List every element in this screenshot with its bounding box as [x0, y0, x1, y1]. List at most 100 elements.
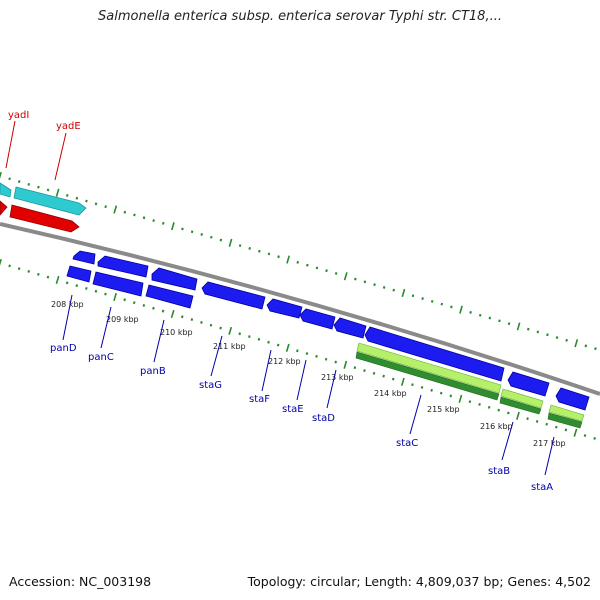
inner-tick-mark [593, 437, 596, 440]
outer-tick-mark [219, 238, 223, 242]
rna-feature-staB-light[interactable] [500, 388, 544, 409]
inner-tick-mark [564, 428, 568, 432]
outer-tick-track [0, 171, 597, 351]
gene-arrow-panD[interactable] [66, 265, 92, 283]
inner-tick-mark [507, 411, 510, 415]
gene-arrow-staE[interactable] [299, 308, 336, 330]
gene-label-panD[interactable]: panD [50, 343, 77, 354]
kbp-tick-label-209: 209 kbp [106, 315, 139, 324]
outer-tick-mark [440, 302, 444, 306]
gene-arrow-panC[interactable] [92, 271, 144, 297]
inner-tick-mark [152, 306, 155, 310]
inner-tick-mark [343, 360, 348, 369]
outer-tick-mark [258, 249, 261, 253]
outer-tick-mark [401, 288, 406, 298]
outer-tick-mark [574, 339, 579, 348]
inner-tick-mark [142, 304, 146, 307]
leader-line-panD [62, 294, 73, 341]
inner-tick-mark [285, 343, 290, 352]
outer-tick-mark [161, 221, 165, 225]
kbp-tick-label-210: 210 kbp [160, 328, 193, 337]
gene-label-yadI[interactable]: yadI [8, 110, 29, 121]
rna-feature-staC-dark[interactable] [355, 351, 500, 401]
inner-tick-mark [372, 371, 376, 375]
outer-tick-mark [450, 305, 453, 309]
gene-label-panB[interactable]: panB [140, 366, 166, 377]
map-title: Salmonella enterica subsp. enterica sero… [98, 9, 502, 24]
inner-tick-mark [439, 391, 443, 395]
rna-feature-staC-light[interactable] [356, 342, 502, 394]
inner-tick-mark [85, 287, 88, 290]
gene-label-panC[interactable]: panC [88, 352, 114, 363]
rna-feature-staB-dark[interactable] [499, 396, 542, 415]
inner-tick-mark [180, 315, 184, 319]
gene-label-staC[interactable]: staC [396, 438, 418, 449]
inner-tick-mark [516, 411, 520, 420]
outer-tick-mark [411, 294, 415, 298]
rna-feature-staA-light[interactable] [548, 404, 585, 422]
outer-tick-mark [171, 222, 175, 231]
leader-line-staC [409, 394, 422, 435]
inner-tick-mark [161, 309, 165, 313]
outer-tick-mark [526, 327, 530, 331]
gene-label-staD[interactable]: staD [312, 413, 335, 424]
kbp-tick-label-217: 217 kbp [533, 439, 566, 448]
gene-label-staF[interactable]: staF [249, 394, 270, 405]
gene-arrow-staG[interactable] [201, 281, 266, 310]
gene-arrow-panB[interactable] [145, 284, 194, 309]
outer-tick-mark [55, 188, 60, 197]
outer-tick-mark [392, 288, 396, 292]
inner-tick-mark [248, 335, 251, 338]
gene-arrow-small-1[interactable] [72, 250, 96, 265]
outer-tick-mark [142, 216, 146, 220]
gene-label-yadE[interactable]: yadE [56, 121, 81, 132]
inner-tick-mark [27, 270, 31, 273]
kbp-tick-label-213: 213 kbp [321, 373, 354, 382]
gene-arrow-staA-cds[interactable] [555, 387, 590, 411]
forward-strand-genes [0, 182, 87, 233]
gene-arrow-yadI[interactable] [0, 182, 12, 198]
gene-arrow-staF[interactable] [266, 298, 303, 319]
gene-labels: yadI yadE 208 kbp 209 kbp 210 kbp 211 kb… [5, 110, 566, 493]
gene-arrow-staB-cds[interactable] [507, 371, 550, 397]
inner-tick-mark [37, 272, 40, 276]
outer-tick-mark [0, 171, 2, 179]
gene-label-staG[interactable]: staG [199, 380, 222, 391]
rna-feature-staA-dark[interactable] [547, 412, 583, 429]
gene-arrow-red-1[interactable] [0, 200, 8, 216]
inner-tick-mark [276, 343, 280, 347]
inner-tick-mark [573, 428, 578, 437]
gene-arrow-small-3[interactable] [151, 267, 198, 291]
inner-tick-mark [411, 383, 414, 387]
inner-tick-mark [420, 386, 424, 389]
kbp-tick-label-215: 215 kbp [427, 405, 460, 414]
outer-tick-mark [594, 347, 597, 351]
inner-tick-mark [209, 323, 213, 327]
outer-tick-mark [536, 330, 540, 334]
inner-tick-mark [583, 434, 587, 437]
inner-tick-mark [267, 340, 270, 344]
inner-tick-mark [8, 264, 11, 268]
outer-tick-mark [277, 255, 280, 259]
inner-tick-mark [65, 281, 69, 285]
leader-line-staB [501, 421, 514, 461]
gene-label-staA[interactable]: staA [531, 482, 553, 493]
gene-arrow-small-2[interactable] [97, 255, 149, 278]
gene-arrow-staC-cds[interactable] [364, 326, 505, 382]
outer-tick-mark [152, 219, 155, 222]
outer-tick-mark [430, 299, 434, 303]
gene-label-staE[interactable]: staE [282, 404, 304, 415]
leader-line-panB [153, 319, 165, 363]
gene-arrow-staD[interactable] [333, 317, 367, 339]
gene-label-staB[interactable]: staB [488, 466, 510, 477]
gene-arrow-yadE[interactable] [13, 186, 87, 216]
inner-tick-track [0, 258, 596, 440]
gene-arrow-red-2[interactable] [9, 204, 80, 233]
leader-line-panC [100, 306, 112, 349]
outer-tick-mark [181, 227, 184, 231]
outer-tick-mark [267, 252, 271, 256]
outer-tick-mark [306, 263, 309, 267]
inner-tick-mark [46, 275, 50, 279]
outer-tick-mark [190, 230, 194, 234]
outer-tick-mark [286, 255, 290, 264]
